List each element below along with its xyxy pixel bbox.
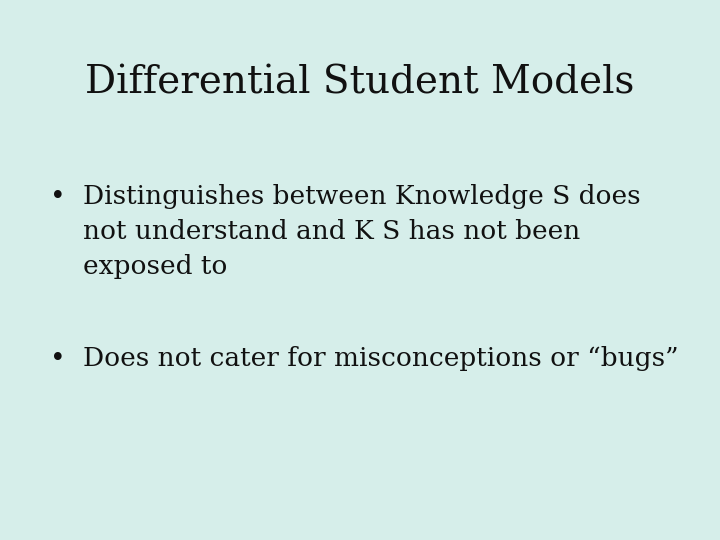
Text: •: •	[50, 346, 66, 370]
Text: Differential Student Models: Differential Student Models	[85, 65, 635, 102]
Text: Distinguishes between Knowledge S does
not understand and K S has not been
expos: Distinguishes between Knowledge S does n…	[83, 184, 640, 279]
Text: •: •	[50, 184, 66, 208]
Text: Does not cater for misconceptions or “bugs”: Does not cater for misconceptions or “bu…	[83, 346, 678, 370]
